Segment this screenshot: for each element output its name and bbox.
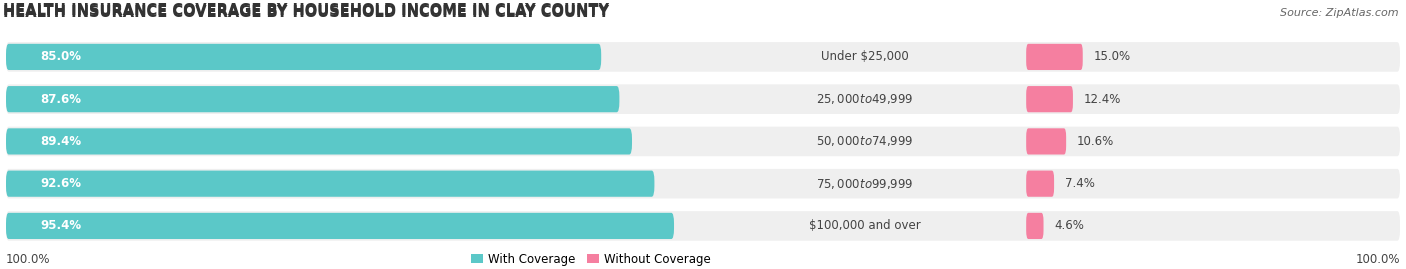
FancyBboxPatch shape	[6, 44, 602, 70]
FancyBboxPatch shape	[6, 42, 1400, 72]
Text: $25,000 to $49,999: $25,000 to $49,999	[815, 92, 914, 106]
Text: 100.0%: 100.0%	[1355, 253, 1400, 266]
Text: $100,000 and over: $100,000 and over	[808, 220, 921, 232]
FancyBboxPatch shape	[1026, 213, 1043, 239]
Text: 12.4%: 12.4%	[1084, 93, 1121, 106]
Text: 95.4%: 95.4%	[41, 220, 82, 232]
Text: 7.4%: 7.4%	[1064, 177, 1095, 190]
Text: 87.6%: 87.6%	[41, 93, 82, 106]
FancyBboxPatch shape	[6, 213, 673, 239]
Text: $75,000 to $99,999: $75,000 to $99,999	[815, 177, 914, 191]
FancyBboxPatch shape	[1026, 171, 1054, 197]
FancyBboxPatch shape	[1026, 128, 1066, 154]
Text: 92.6%: 92.6%	[41, 177, 82, 190]
Text: Under $25,000: Under $25,000	[821, 50, 908, 63]
Text: 85.0%: 85.0%	[41, 50, 82, 63]
FancyBboxPatch shape	[6, 169, 1400, 199]
Text: 15.0%: 15.0%	[1094, 50, 1130, 63]
Text: 10.6%: 10.6%	[1077, 135, 1114, 148]
FancyBboxPatch shape	[1026, 86, 1073, 112]
FancyBboxPatch shape	[6, 128, 633, 154]
Text: HEALTH INSURANCE COVERAGE BY HOUSEHOLD INCOME IN CLAY COUNTY: HEALTH INSURANCE COVERAGE BY HOUSEHOLD I…	[3, 3, 609, 18]
FancyBboxPatch shape	[6, 84, 1400, 114]
FancyBboxPatch shape	[6, 171, 654, 197]
FancyBboxPatch shape	[1026, 44, 1083, 70]
FancyBboxPatch shape	[6, 86, 620, 112]
Legend: With Coverage, Without Coverage: With Coverage, Without Coverage	[471, 253, 710, 266]
Text: $50,000 to $74,999: $50,000 to $74,999	[815, 134, 914, 148]
Text: 89.4%: 89.4%	[41, 135, 82, 148]
FancyBboxPatch shape	[6, 127, 1400, 156]
Text: Source: ZipAtlas.com: Source: ZipAtlas.com	[1281, 8, 1399, 18]
Text: 100.0%: 100.0%	[6, 253, 51, 266]
Text: 4.6%: 4.6%	[1054, 220, 1084, 232]
FancyBboxPatch shape	[6, 211, 1400, 241]
Text: HEALTH INSURANCE COVERAGE BY HOUSEHOLD INCOME IN CLAY COUNTY: HEALTH INSURANCE COVERAGE BY HOUSEHOLD I…	[3, 5, 609, 20]
